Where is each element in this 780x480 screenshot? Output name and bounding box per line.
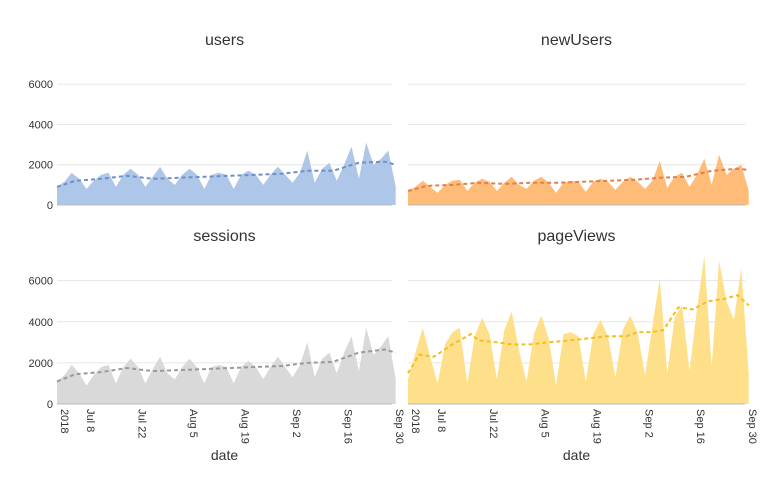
series-area-sessions [57,327,396,404]
y-tick-label: 0 [47,399,53,411]
x-tick-label: Aug 19 [238,409,250,444]
x-tick-label: Aug 5 [187,409,199,438]
panel-sessions: sessions 0 2000 4000 6000 2018 Jul 8 Jul 22 Aug … [29,228,405,463]
series-area-users [57,142,396,205]
x-tick-label: Sep 2 [642,409,654,438]
x-tick-label: 2018 [409,409,421,433]
y-tick-label: 2000 [29,160,53,172]
x-tick-label: Sep 16 [341,409,353,444]
panel-users: users 0 2000 4000 6000 [29,32,396,212]
y-tick-label: 2000 [29,358,53,370]
x-axis-label: date [211,447,238,463]
series-area-newUsers [408,154,749,205]
x-tick-label: Jul 22 [487,409,499,438]
x-tick-label: Sep 30 [393,409,405,444]
panel-newUsers: newUsers [407,32,749,206]
x-tick-label: Sep 30 [746,409,758,444]
y-tick-label: 4000 [29,317,53,329]
x-axis-label: date [563,447,590,463]
x-tick-label: 2018 [58,409,70,433]
panel-pageViews: pageViews 2018 Jul 8 Jul 22 Aug 5 Aug 19 Sep 2… [407,228,758,463]
trend-line-newUsers [407,167,749,192]
x-tick-label: Aug 19 [590,409,602,444]
y-tick-label: 4000 [29,119,53,131]
y-tick-label: 6000 [29,79,53,91]
trend-line-sessions [56,348,396,383]
x-tick-label: Aug 5 [539,409,551,438]
series-area-pageViews [408,256,749,404]
x-tick-label: Jul 22 [135,409,147,438]
y-tick-label: 0 [47,200,53,212]
x-tick-label: Jul 8 [84,409,96,432]
x-tick-label: Sep 16 [694,409,706,444]
x-tick-label: Jul 8 [435,409,447,432]
panel-title: newUsers [541,32,612,49]
panel-title: users [205,32,244,49]
x-tick-label: Sep 2 [290,409,302,438]
trend-line-pageViews [407,293,750,374]
panel-title: pageViews [538,228,616,245]
y-tick-label: 6000 [29,276,53,288]
trend-line-users [56,160,396,188]
panel-title: sessions [193,228,255,245]
